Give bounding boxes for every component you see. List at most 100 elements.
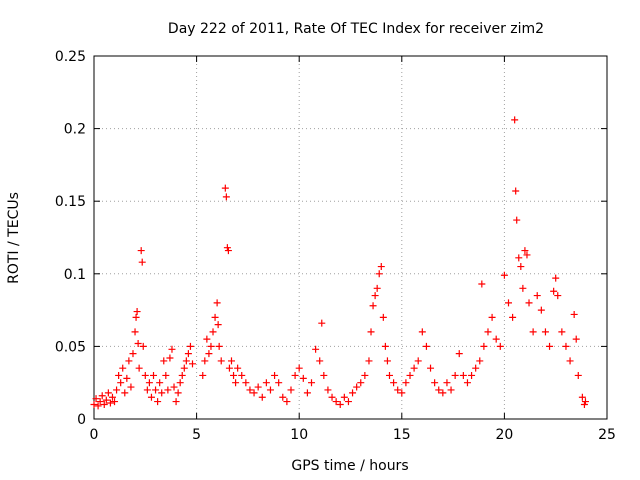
data-point	[234, 364, 242, 372]
data-point	[406, 371, 414, 379]
data-point	[431, 379, 439, 387]
data-point	[377, 263, 385, 271]
data-point	[552, 274, 560, 282]
data-point	[275, 379, 283, 387]
data-point	[344, 398, 352, 406]
x-tick-label: 5	[192, 427, 201, 443]
data-point	[505, 299, 513, 307]
data-point	[324, 386, 332, 394]
data-point	[574, 371, 582, 379]
data-point	[500, 271, 508, 279]
data-point	[170, 383, 178, 391]
data-point	[375, 270, 383, 278]
data-point	[529, 328, 537, 336]
data-point	[217, 357, 225, 365]
y-tick-label: 0.15	[55, 194, 86, 210]
data-point	[96, 398, 104, 406]
x-tick-label: 0	[90, 427, 99, 443]
data-point	[578, 393, 586, 401]
data-point	[472, 364, 480, 372]
data-point	[138, 258, 146, 266]
data-point	[439, 389, 447, 397]
data-point	[480, 342, 488, 350]
data-point	[154, 398, 162, 406]
data-point	[515, 254, 523, 262]
chart-title: Day 222 of 2011, Rate Of TEC Index for r…	[168, 21, 544, 37]
data-point	[546, 342, 554, 350]
data-point	[295, 364, 303, 372]
data-point	[550, 287, 558, 295]
data-point	[168, 345, 176, 353]
data-point	[435, 386, 443, 394]
data-point	[513, 216, 521, 224]
data-point	[106, 399, 114, 407]
data-points	[90, 116, 589, 410]
data-point	[519, 284, 527, 292]
data-point	[143, 386, 151, 394]
data-point	[447, 386, 455, 394]
x-tick-label: 20	[495, 427, 513, 443]
data-point	[137, 247, 145, 255]
data-point	[108, 393, 116, 401]
data-point	[102, 396, 110, 404]
x-axis-label: GPS time / hours	[291, 458, 408, 474]
data-point	[410, 364, 418, 372]
data-point	[134, 339, 142, 347]
data-point	[511, 116, 519, 124]
y-tick-label: 0.1	[64, 267, 86, 283]
data-point	[201, 357, 209, 365]
data-point	[271, 371, 279, 379]
data-point	[367, 328, 375, 336]
data-point	[303, 389, 311, 397]
data-point	[158, 389, 166, 397]
data-point	[427, 364, 435, 372]
data-point	[174, 389, 182, 397]
data-point	[133, 308, 141, 316]
data-point	[541, 328, 549, 336]
data-point	[379, 313, 387, 321]
data-point	[147, 393, 155, 401]
data-point	[371, 292, 379, 300]
data-point	[203, 335, 211, 343]
data-point	[581, 398, 589, 406]
data-point	[521, 247, 529, 255]
y-tick-label: 0.2	[64, 122, 86, 138]
data-point	[365, 357, 373, 365]
data-point	[121, 389, 129, 397]
data-point	[509, 313, 517, 321]
data-point	[199, 371, 207, 379]
data-point	[230, 371, 238, 379]
data-point	[554, 292, 562, 300]
data-point	[211, 313, 219, 321]
data-point	[422, 342, 430, 350]
data-point	[414, 357, 422, 365]
data-point	[214, 321, 222, 329]
data-point	[340, 393, 348, 401]
data-point	[213, 299, 221, 307]
data-point	[172, 398, 180, 406]
data-point	[385, 371, 393, 379]
data-point	[478, 280, 486, 288]
data-point	[94, 402, 102, 410]
data-point	[225, 364, 233, 372]
data-point	[402, 379, 410, 387]
data-point	[517, 263, 525, 271]
data-point	[92, 395, 100, 403]
data-point	[246, 386, 254, 394]
data-point	[100, 400, 108, 408]
data-point	[394, 386, 402, 394]
data-point	[166, 354, 174, 362]
data-point	[443, 379, 451, 387]
data-point	[113, 386, 121, 394]
data-point	[184, 350, 192, 358]
data-point	[186, 342, 194, 350]
data-point	[215, 342, 223, 350]
data-point	[145, 379, 153, 387]
data-point	[566, 357, 574, 365]
data-point	[488, 313, 496, 321]
data-point	[492, 335, 500, 343]
data-point	[349, 389, 357, 397]
data-point	[115, 371, 123, 379]
data-point	[287, 386, 295, 394]
